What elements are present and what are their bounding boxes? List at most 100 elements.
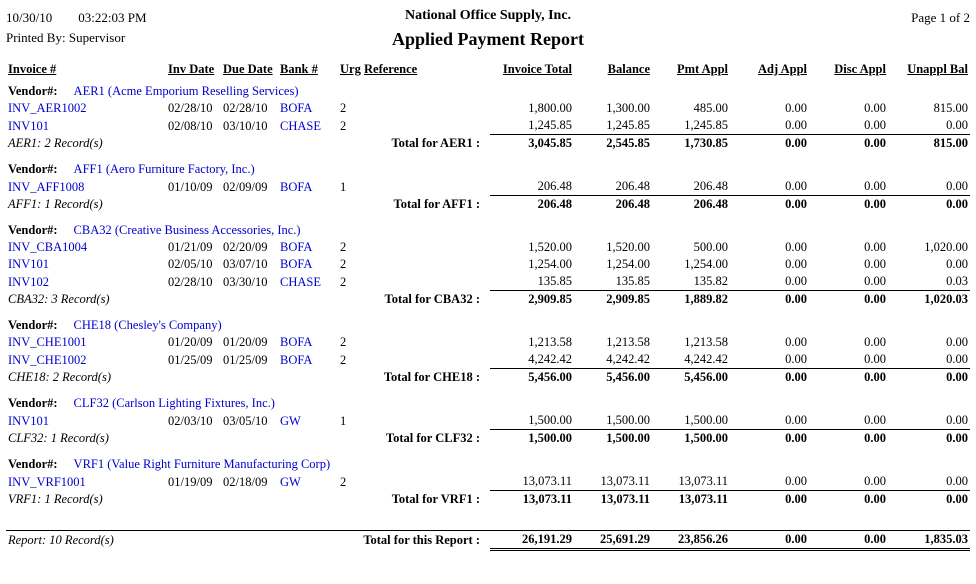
- urgency-value: 2: [340, 118, 347, 133]
- bank-link[interactable]: BOFA: [280, 240, 313, 254]
- invoice-link[interactable]: INV101: [8, 413, 49, 428]
- vendor-link[interactable]: AFF1 (Aero Furniture Factory, Inc.): [73, 162, 255, 176]
- amount-pmt-appl: 500.00: [693, 240, 728, 254]
- bank-link[interactable]: GW: [280, 474, 301, 489]
- bank-link[interactable]: CHASE: [280, 274, 321, 289]
- col-header-due-date: Due Date: [223, 62, 273, 76]
- invoice-date: 01/10/09: [168, 179, 213, 194]
- amount-unappl-bal: 0.00: [946, 257, 968, 271]
- vendor-total-label: Total for CHE18 :: [383, 370, 480, 384]
- amount-invoice-total: 135.85: [537, 274, 572, 288]
- bank-link[interactable]: BOFA: [280, 257, 313, 271]
- vendor-total-unappl-bal: 0.00: [888, 429, 970, 447]
- vendor-link[interactable]: CHE18 (Chesley's Company): [73, 318, 222, 332]
- amount-invoice-total: 1,520.00: [528, 240, 572, 254]
- vendor-total-balance: 13,073.11: [574, 490, 652, 508]
- invoice-row: INV101 02/08/10 03/10/10 CHASE 2 1,245.85 1,24…: [6, 117, 970, 135]
- vendor-total-label: Total for AER1 :: [391, 136, 480, 150]
- invoice-link[interactable]: INV_VRF1001: [8, 474, 86, 489]
- vendor-total-unappl-bal: 815.00: [888, 134, 970, 152]
- vendor-total-balance: 2,909.85: [574, 290, 652, 308]
- vendor-total-balance: 5,456.00: [574, 368, 652, 386]
- bank-link[interactable]: BOFA: [280, 352, 313, 367]
- amount-unappl-bal: 815.00: [933, 101, 968, 115]
- amount-invoice-total: 1,254.00: [528, 257, 572, 271]
- printed-by: Printed By: Supervisor: [6, 30, 126, 45]
- vendor-link[interactable]: CLF32 (Carlson Lighting Fixtures, Inc.): [73, 396, 275, 410]
- vendor-total-disc-appl: 0.00: [809, 290, 888, 308]
- reference-value: [362, 351, 490, 369]
- invoice-link[interactable]: INV101: [8, 118, 49, 133]
- due-date: 01/20/09: [223, 335, 268, 349]
- report-total-invoice-total: 26,191.29: [490, 529, 574, 551]
- invoice-link[interactable]: INV101: [8, 257, 49, 271]
- invoice-date: 01/25/09: [168, 352, 213, 367]
- applied-payment-report: 10/30/10 03:22:03 PM Printed By: Supervis…: [6, 8, 970, 551]
- vendor-number-label: Vendor#:: [8, 457, 58, 471]
- print-time: 03:22:03 PM: [78, 10, 147, 25]
- urgency-value: 2: [340, 274, 347, 289]
- vendor-record-count: CLF32: 1 Record(s): [8, 431, 109, 445]
- vendor-total-pmt-appl: 1,889.82: [652, 290, 730, 308]
- amount-unappl-bal: 1,020.00: [924, 240, 968, 254]
- amount-balance: 135.85: [615, 274, 650, 288]
- due-date: 03/30/10: [223, 274, 268, 289]
- vendor-record-count: AER1: 2 Record(s): [8, 136, 103, 150]
- vendor-link[interactable]: VRF1 (Value Right Furniture Manufacturin…: [73, 457, 331, 471]
- bank-link[interactable]: BOFA: [280, 101, 313, 115]
- vendor-total-row: CBA32: 3 Record(s) Total for CBA32 : 2,909…: [6, 290, 970, 308]
- amount-unappl-bal: 0.00: [946, 352, 968, 366]
- due-date: 03/10/10: [223, 118, 268, 133]
- amount-invoice-total: 13,073.11: [522, 474, 572, 488]
- invoice-link[interactable]: INV_AER1002: [8, 101, 87, 115]
- amount-disc-appl: 0.00: [864, 474, 886, 488]
- urgency-value: 1: [340, 179, 347, 194]
- vendor-link[interactable]: CBA32 (Creative Business Accessories, In…: [73, 223, 301, 237]
- amount-balance: 1,300.00: [606, 101, 650, 115]
- amount-disc-appl: 0.00: [864, 257, 886, 271]
- due-date: 01/25/09: [223, 352, 268, 367]
- col-header-disc-appl: Disc Appl: [834, 62, 886, 76]
- bank-link[interactable]: BOFA: [280, 335, 313, 349]
- invoice-link[interactable]: INV_CHE1001: [8, 335, 87, 349]
- invoice-link[interactable]: INV_AFF1008: [8, 179, 85, 194]
- vendor-total-label: Total for CLF32 :: [385, 431, 480, 445]
- vendor-header-row: Vendor#: AFF1 (Aero Furniture Factory, In…: [6, 161, 970, 178]
- invoice-link[interactable]: INV_CBA1004: [8, 240, 88, 254]
- vendor-total-disc-appl: 0.00: [809, 195, 888, 213]
- amount-balance: 1,254.00: [606, 257, 650, 271]
- col-header-balance: Balance: [607, 62, 650, 76]
- vendor-total-row: AFF1: 1 Record(s) Total for AFF1 :206.48 2…: [6, 195, 970, 213]
- report-total-label: Total for this Report :: [278, 529, 490, 549]
- reference-value: [362, 178, 490, 196]
- bank-link[interactable]: BOFA: [280, 179, 313, 194]
- vendor-number-label: Vendor#:: [8, 318, 58, 332]
- vendor-total-unappl-bal: 1,020.03: [888, 290, 970, 308]
- spacer-row: [6, 213, 970, 222]
- vendor-number-label: Vendor#:: [8, 223, 58, 237]
- amount-balance: 1,500.00: [606, 413, 650, 427]
- invoice-link[interactable]: INV102: [8, 274, 49, 289]
- bank-link[interactable]: GW: [280, 413, 301, 428]
- vendor-link[interactable]: AER1 (Acme Emporium Reselling Services): [73, 84, 299, 98]
- amount-unappl-bal: 0.00: [946, 474, 968, 488]
- amount-adj-appl: 0.00: [785, 118, 807, 132]
- bank-link[interactable]: CHASE: [280, 118, 321, 133]
- invoice-row: INV101 02/03/10 03/05/10 GW 1 1,500.00 1,500.0…: [6, 412, 970, 430]
- vendor-header-cell: Vendor#: AFF1 (Aero Furniture Factory, In…: [6, 161, 970, 178]
- invoice-date: 01/21/09: [168, 240, 213, 254]
- invoice-row: INV102 02/28/10 03/30/10 CHASE 2 135.85 135.85…: [6, 273, 970, 291]
- print-date: 10/30/10: [6, 10, 53, 25]
- vendor-record-count: CHE18: 2 Record(s): [8, 370, 111, 384]
- report-total-row: Report: 10 Record(s) Total for this Repor…: [6, 529, 970, 551]
- invoice-link[interactable]: INV_CHE1002: [8, 352, 87, 367]
- reference-value: [362, 239, 490, 256]
- vendor-total-adj-appl: 0.00: [730, 134, 809, 152]
- amount-adj-appl: 0.00: [785, 101, 807, 115]
- vendor-header-cell: Vendor#: CBA32 (Creative Business Accesso…: [6, 222, 970, 239]
- report-total-balance: 25,691.29: [574, 529, 652, 551]
- vendor-header-cell: Vendor#: CLF32 (Carlson Lighting Fixtures…: [6, 395, 970, 412]
- amount-pmt-appl: 1,213.58: [684, 335, 728, 349]
- vendor-header-row: Vendor#: VRF1 (Value Right Furniture Manu…: [6, 456, 970, 473]
- invoice-date: 01/20/09: [168, 335, 213, 349]
